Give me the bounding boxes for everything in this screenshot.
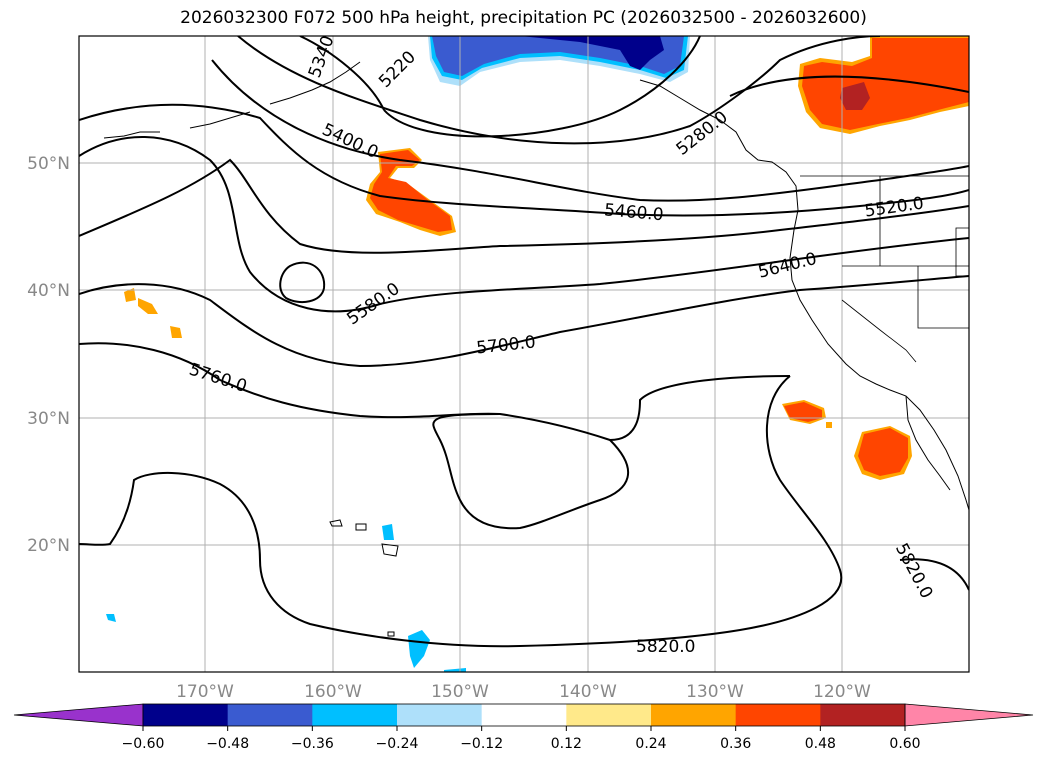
colorbar-tick-label: −0.12 [460,736,503,752]
contour-label-5760: 5760.0 [187,360,250,397]
contour-label-5280: 5280.0 [673,107,732,159]
colorbar-segment [481,704,567,726]
precip-positive-northeast [798,36,969,134]
colorbar-segment [312,704,398,726]
coastlines [103,61,969,637]
lon-label-120w: 120°W [813,682,871,702]
lon-label-140w: 140°W [559,682,617,702]
precip-negative-alaska [428,36,690,86]
lat-label-30n: 30°N [27,409,70,429]
colorbar-tick-label: −0.48 [206,736,249,752]
contour-label-5820-south: 5820.0 [636,637,695,657]
height-contours [79,36,969,648]
contour-label-5640: 5640.0 [756,249,819,283]
lon-label-130w: 130°W [686,682,744,702]
colorbar-tick-label: 0.12 [551,736,582,752]
graticule [79,36,969,672]
map-title: 2026032300 F072 500 hPa height, precipit… [180,8,867,28]
lon-label-160w: 160°W [304,682,362,702]
colorbar-frame [142,703,906,727]
lat-label-40n: 40°N [27,281,70,301]
colorbar-segment [397,704,483,726]
colorbar-extend-low [13,703,144,727]
lon-label-170w: 170°W [176,682,234,702]
colorbar-segment [566,704,652,726]
colorbar-tick-label: 0.24 [635,736,666,752]
longitude-labels: 170°W 160°W 150°W 140°W 130°W 120°W [176,682,871,702]
colorbar-segment [143,704,229,726]
colorbar: −0.60 −0.48 −0.36 −0.24 −0.12 0.12 0.24 0.36 0.4… [13,703,1034,752]
colorbar-segment [227,704,313,726]
contour-label-5520: 5520.0 [863,194,925,222]
colorbar-tick-label: 0.36 [720,736,751,752]
colorbar-extend-high [904,703,1034,727]
latitude-labels: 50°N 40°N 30°N 20°N [27,154,70,556]
contour-label-5580: 5580.0 [343,279,403,330]
precip-positive-midpacific [366,148,456,236]
lat-label-50n: 50°N [27,154,70,174]
colorbar-segment [820,704,906,726]
colorbar-tick-label: −0.36 [291,736,334,752]
lon-label-150w: 150°W [431,682,489,702]
contour-label-5400: 5400.0 [319,120,381,163]
colorbar-segment [651,704,737,726]
precip-negative-hawaii [106,524,466,672]
political-borders [800,175,969,363]
contour-label-5700: 5700.0 [475,332,536,358]
precip-positive-southeast [782,400,912,480]
precip-positive-west [124,288,182,338]
colorbar-tick-label: 0.60 [889,736,920,752]
contour-label-5460: 5460.0 [603,200,664,225]
colorbar-tick-label: −0.60 [122,736,165,752]
colorbar-tick-label: −0.24 [376,736,419,752]
contour-label-5220: 5220 [375,47,420,92]
colorbar-tick-label: 0.48 [805,736,836,752]
contour-label-5820-east: 5820.0 [891,540,937,602]
map-frame [78,35,970,673]
lat-label-20n: 20°N [27,536,70,556]
colorbar-segment [735,704,821,726]
